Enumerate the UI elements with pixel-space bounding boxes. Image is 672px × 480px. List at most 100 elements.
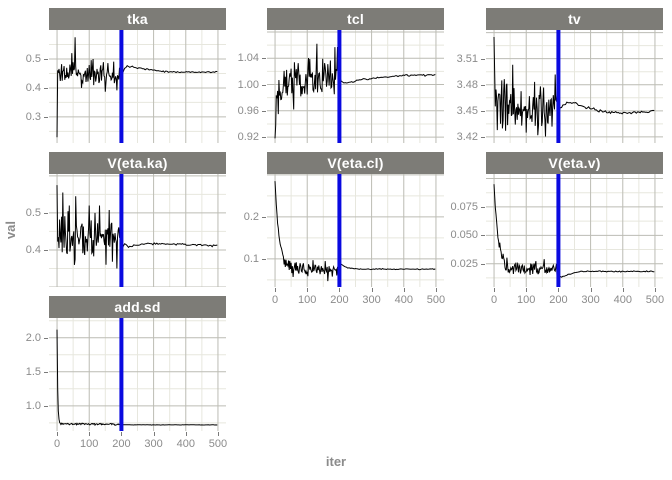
x-tick-label: 100 <box>517 294 536 306</box>
y-tick-label: 1.5 <box>25 365 41 378</box>
x-tick-label: 400 <box>176 438 195 450</box>
y-tick-label: 3.42 <box>456 130 478 143</box>
facet-strip-add-sd: add.sd <box>49 296 226 318</box>
facet-title: V(eta.v) <box>548 155 601 171</box>
facet-panel-tka <box>49 30 226 143</box>
y-tick-mark <box>262 58 266 60</box>
x-tick-mark <box>339 288 341 292</box>
y-tick-mark <box>44 212 48 214</box>
y-tick-mark <box>262 110 266 112</box>
x-tick-mark <box>89 432 91 436</box>
y-tick-label: 3.51 <box>456 52 478 65</box>
y-tick-mark <box>481 58 485 60</box>
facet-panel-add-sd <box>49 318 226 431</box>
x-tick-label: 0 <box>271 294 279 306</box>
y-tick-mark <box>44 58 48 60</box>
x-tick-label: 300 <box>581 294 600 306</box>
y-tick-label: 3.48 <box>456 78 478 91</box>
y-tick-mark <box>481 206 485 208</box>
facet-strip-tcl: tcl <box>267 8 444 30</box>
y-tick-label: 0.96 <box>237 104 259 117</box>
y-tick-mark <box>262 258 266 260</box>
x-tick-label: 500 <box>645 294 665 306</box>
x-tick-mark <box>185 432 187 436</box>
y-tick-mark <box>262 137 266 139</box>
y-tick-label: 0.050 <box>450 229 478 242</box>
x-tick-label: 300 <box>144 438 163 450</box>
facet-strip-v-eta-ka-: V(eta.ka) <box>49 152 226 174</box>
y-tick-mark <box>44 249 48 251</box>
facet-panel-v-eta-v- <box>486 174 663 287</box>
x-tick-label: 500 <box>426 294 446 306</box>
y-tick-label: 0.5 <box>25 52 41 65</box>
y-tick-label: 0.92 <box>237 131 259 144</box>
x-tick-mark <box>307 288 309 292</box>
y-tick-mark <box>44 116 48 118</box>
x-tick-mark <box>57 432 59 436</box>
x-tick-mark <box>217 432 219 436</box>
x-tick-mark <box>494 288 496 292</box>
x-tick-label: 400 <box>613 294 632 306</box>
facet-strip-v-eta-cl-: V(eta.cl) <box>267 152 444 174</box>
x-tick-mark <box>622 288 624 292</box>
x-tick-mark <box>654 288 656 292</box>
y-tick-label: 0.025 <box>450 257 478 270</box>
x-tick-mark <box>275 288 277 292</box>
y-tick-mark <box>44 405 48 407</box>
y-tick-mark <box>481 235 485 237</box>
x-tick-mark <box>403 288 405 292</box>
facet-panel-tv <box>486 30 663 143</box>
y-tick-label: 1.04 <box>237 52 259 65</box>
x-tick-label: 200 <box>112 438 131 450</box>
facet-panel-v-eta-cl- <box>267 174 444 287</box>
x-tick-mark <box>526 288 528 292</box>
facet-strip-tka: tka <box>49 8 226 30</box>
x-tick-mark <box>558 288 560 292</box>
facet-title: tcl <box>347 11 364 27</box>
x-tick-mark <box>435 288 437 292</box>
y-tick-label: 0.3 <box>25 110 41 123</box>
facet-panel-tcl <box>267 30 444 143</box>
x-axis-title: iter <box>325 454 347 469</box>
facet-strip-tv: tv <box>486 8 663 30</box>
x-tick-label: 100 <box>298 294 317 306</box>
facet-title: add.sd <box>114 299 161 315</box>
y-tick-mark <box>44 371 48 373</box>
x-tick-mark <box>153 432 155 436</box>
x-tick-mark <box>590 288 592 292</box>
x-tick-label: 0 <box>53 438 61 450</box>
facet-panel-v-eta-ka- <box>49 174 226 288</box>
y-tick-mark <box>481 263 485 265</box>
y-tick-mark <box>481 136 485 138</box>
x-tick-label: 500 <box>208 438 228 450</box>
y-tick-mark <box>481 110 485 112</box>
x-tick-label: 200 <box>330 294 349 306</box>
y-tick-mark <box>262 84 266 86</box>
y-tick-label: 1.00 <box>237 78 259 91</box>
y-tick-label: 0.1 <box>243 252 259 265</box>
y-tick-label: 0.4 <box>25 243 41 256</box>
y-tick-label: 2.0 <box>25 331 41 344</box>
y-tick-label: 0.4 <box>25 81 41 94</box>
y-tick-label: 3.45 <box>456 104 478 117</box>
facet-title: V(eta.cl) <box>327 155 384 171</box>
facet-title: tka <box>127 11 148 27</box>
facet-strip-v-eta-v-: V(eta.v) <box>486 152 663 174</box>
y-tick-mark <box>44 337 48 339</box>
x-tick-label: 400 <box>394 294 413 306</box>
facet-title: V(eta.ka) <box>107 155 168 171</box>
x-tick-label: 100 <box>80 438 99 450</box>
y-tick-label: 1.0 <box>25 399 41 412</box>
x-tick-label: 200 <box>549 294 568 306</box>
y-tick-mark <box>262 216 266 218</box>
facet-title: tv <box>568 11 581 27</box>
y-tick-mark <box>481 84 485 86</box>
y-tick-mark <box>44 87 48 89</box>
y-tick-label: 0.2 <box>243 210 259 223</box>
x-tick-label: 300 <box>362 294 381 306</box>
y-tick-label: 0.5 <box>25 206 41 219</box>
x-tick-mark <box>121 432 123 436</box>
x-tick-mark <box>371 288 373 292</box>
x-tick-label: 0 <box>490 294 498 306</box>
